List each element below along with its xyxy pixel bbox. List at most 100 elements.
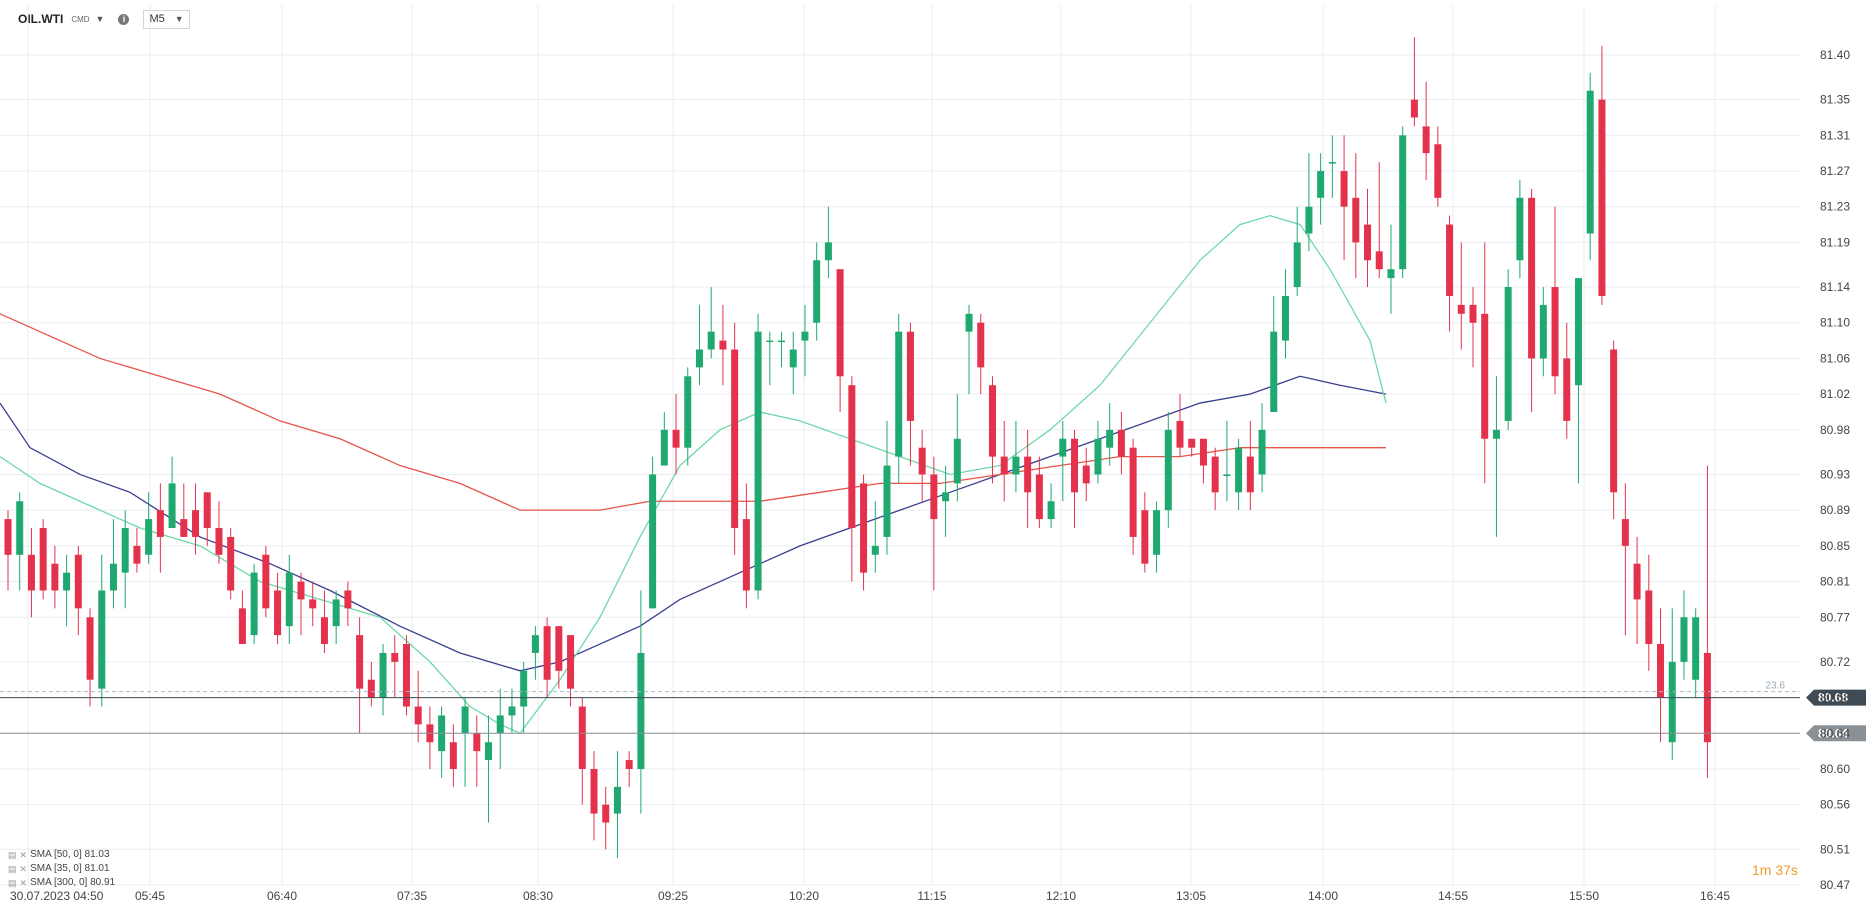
candle: [1188, 438, 1196, 457]
candle-body: [391, 652, 399, 662]
candle: [1551, 206, 1559, 395]
symbol-dropdown-caret-icon[interactable]: ▼: [95, 14, 105, 24]
candle-body: [965, 313, 973, 332]
candle: [1117, 411, 1125, 475]
candle-body: [332, 599, 340, 627]
candle: [4, 510, 12, 591]
candle: [1153, 501, 1161, 573]
candle: [1610, 340, 1618, 520]
candle-body: [1668, 661, 1676, 743]
candle: [473, 715, 481, 787]
candle: [133, 528, 141, 573]
candle: [27, 528, 35, 618]
x-tick-label: 11:15: [917, 889, 946, 903]
candle-body: [1364, 224, 1372, 261]
candle-body: [1481, 313, 1489, 439]
info-icon[interactable]: i: [118, 13, 130, 25]
x-tick-label: 09:25: [658, 889, 688, 903]
candle-body: [1258, 429, 1266, 475]
y-tick-label: 80.47: [1820, 878, 1850, 892]
remove-indicator-icon[interactable]: ✕: [19, 850, 28, 860]
candle: [613, 751, 621, 859]
candle-body: [1516, 197, 1524, 261]
candle-body: [1692, 617, 1700, 680]
candle-body: [660, 429, 668, 466]
sma-line-2: [0, 313, 1386, 511]
candle: [16, 492, 24, 591]
legend-item-sma300: ▤ ✕ SMA [300, 0] 80.91: [8, 876, 115, 890]
candle: [367, 661, 375, 707]
candle: [1270, 295, 1278, 412]
candle-body: [1235, 447, 1243, 493]
y-tick-label: 81.40: [1820, 48, 1850, 62]
candle-body: [227, 536, 235, 591]
y-tick-label: 81.19: [1820, 235, 1850, 249]
candle: [977, 313, 985, 395]
candle: [1516, 179, 1524, 279]
indicator-settings-icon[interactable]: ▤: [8, 850, 17, 860]
timeframe-select[interactable]: M5 ▼: [143, 9, 190, 29]
candle: [332, 590, 340, 645]
candle-body: [309, 599, 317, 609]
y-tick-label: 80.56: [1820, 798, 1850, 812]
indicator-legend: ▤ ✕ SMA [50, 0] 81.03 ▤ ✕ SMA [35, 0] 81…: [8, 848, 115, 890]
candle: [848, 376, 856, 582]
candle: [391, 635, 399, 698]
candle-body: [1657, 644, 1665, 698]
candle-body: [1317, 171, 1325, 198]
candle-body: [215, 528, 223, 555]
candle-body: [1410, 99, 1418, 118]
candle: [1352, 153, 1360, 279]
candle: [860, 474, 868, 591]
remove-indicator-icon[interactable]: ✕: [19, 878, 28, 888]
candle: [895, 313, 903, 484]
candle-body: [1141, 510, 1149, 564]
candle: [109, 519, 117, 609]
y-tick-label: 81.02: [1820, 387, 1850, 401]
candle: [824, 206, 832, 279]
candle: [1446, 215, 1454, 332]
candle: [309, 581, 317, 627]
candle-body: [1457, 304, 1465, 314]
y-tick-label: 80.60: [1820, 762, 1850, 776]
candle: [684, 367, 692, 466]
candle: [426, 706, 434, 769]
candle: [602, 786, 610, 850]
candle: [637, 590, 645, 814]
candle-body: [379, 652, 387, 698]
candle: [1364, 188, 1372, 288]
candle-body: [1199, 438, 1207, 466]
candle-body: [1399, 135, 1407, 270]
candle: [1375, 162, 1383, 279]
candle: [871, 501, 879, 573]
candle-body: [27, 554, 35, 591]
candle-body: [1387, 269, 1395, 279]
symbol-label[interactable]: OIL.WTI: [18, 12, 64, 26]
candle: [1293, 206, 1301, 296]
candle: [1246, 420, 1254, 511]
x-tick-label: 16:45: [1700, 889, 1730, 903]
candle-body: [180, 519, 188, 537]
candle-body: [590, 768, 598, 814]
candle: [590, 751, 598, 841]
candle: [836, 269, 844, 412]
candle: [461, 697, 469, 787]
indicator-settings-icon[interactable]: ▤: [8, 878, 17, 888]
candle: [649, 456, 657, 609]
remove-indicator-icon[interactable]: ✕: [19, 864, 28, 874]
time-axis: 30.07.2023 04:50 05:45 06:40 07:35 08:30 09:2…: [10, 889, 1730, 903]
candle-body: [918, 447, 926, 475]
candle-countdown: 1m 37s: [1752, 862, 1798, 878]
candle-body: [473, 733, 481, 752]
candle-body: [1270, 331, 1278, 412]
indicator-settings-icon[interactable]: ▤: [8, 864, 17, 874]
y-tick-label: 80.98: [1820, 423, 1850, 437]
candle: [496, 688, 504, 769]
candle-body: [274, 590, 282, 636]
x-tick-label: 14:00: [1308, 889, 1338, 903]
candle: [778, 331, 786, 368]
candle-body: [344, 590, 352, 609]
current-price-tag-label: 80.68: [1818, 691, 1848, 705]
candle-body: [567, 635, 575, 689]
